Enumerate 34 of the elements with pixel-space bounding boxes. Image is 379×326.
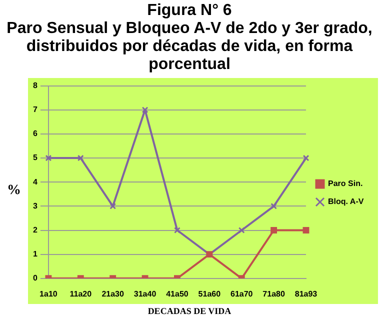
x-axis-title: DECADAS DE VIDA: [146, 306, 232, 316]
x-tick-label: 81a93: [294, 289, 318, 298]
x-tick-label: 1a10: [40, 289, 58, 298]
y-tick-label: 0: [32, 274, 38, 283]
x-tick-label: 31a40: [134, 289, 157, 298]
point: [302, 154, 310, 162]
point: [238, 227, 245, 234]
y-axis-title: %: [6, 183, 22, 199]
legend-label: Bloq. A-V: [328, 197, 364, 206]
y-tick-label: 7: [32, 105, 38, 114]
x-tick-label: 21a30: [102, 289, 125, 298]
point: [110, 202, 116, 210]
point: [77, 154, 84, 162]
point: [174, 227, 180, 234]
x-tick-label: 41a50: [166, 289, 189, 298]
chart-title: Figura N° 6: [146, 2, 233, 20]
y-tick-label: 2: [32, 225, 38, 234]
point: [142, 106, 148, 114]
y-tick-label: 1: [32, 250, 38, 259]
chart-subtitle: Paro Sensual y Bloqueo A-V de 2do y 3er grado, distribuidos por décadas de vida, en forma porcentual: [6, 20, 374, 74]
y-tick-label: 6: [32, 129, 38, 138]
legend-label: Paro Sin.: [328, 179, 363, 188]
y-tick-label: 5: [32, 153, 38, 162]
y-tick-label: 3: [32, 201, 38, 210]
x-tick-label: 11a20: [70, 289, 92, 298]
x-tick-label: 51a60: [198, 289, 222, 298]
y-tick-label: 4: [32, 177, 38, 186]
y-tick-label: 8: [32, 81, 38, 90]
x-tick-label: 61a70: [230, 289, 254, 298]
point: [302, 227, 310, 234]
point: [45, 154, 52, 162]
point: [270, 227, 278, 234]
point: [270, 202, 278, 210]
x-tick-label: 71a80: [262, 289, 286, 298]
